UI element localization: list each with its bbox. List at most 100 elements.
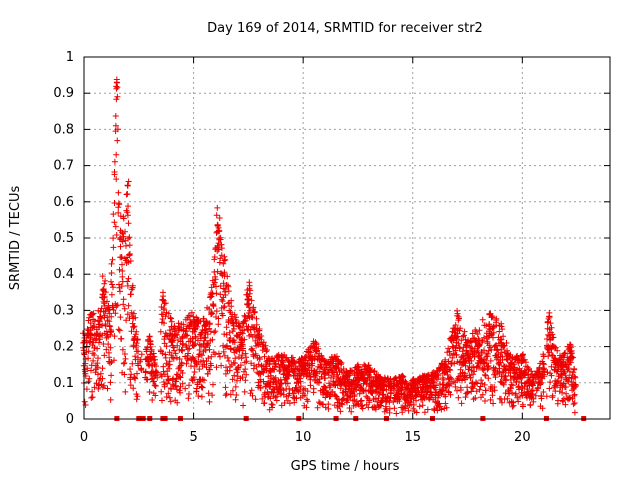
data-point xyxy=(474,331,481,337)
data-point xyxy=(172,325,179,332)
data-point xyxy=(113,76,120,83)
y-tick-label: 0.5 xyxy=(53,231,74,246)
data-point xyxy=(440,376,447,383)
data-point xyxy=(354,400,361,407)
data-point xyxy=(518,379,525,386)
data-point xyxy=(174,342,181,349)
data-point xyxy=(211,254,218,260)
data-point xyxy=(353,386,360,393)
data-point xyxy=(208,353,215,360)
data-point xyxy=(513,379,520,385)
data-point xyxy=(243,358,250,365)
data-point xyxy=(185,395,192,402)
data-point xyxy=(226,329,233,336)
data-point xyxy=(201,323,208,330)
data-point xyxy=(351,393,358,400)
data-point xyxy=(101,352,108,359)
data-point xyxy=(299,361,306,368)
data-point xyxy=(87,332,94,339)
data-point xyxy=(488,346,495,353)
data-point xyxy=(174,332,181,338)
data-point xyxy=(96,339,102,346)
data-point xyxy=(90,310,97,317)
data-point xyxy=(130,310,137,317)
data-point xyxy=(124,278,131,285)
data-point xyxy=(270,357,277,364)
data-point xyxy=(458,400,465,407)
data-point xyxy=(227,391,234,398)
data-point xyxy=(167,336,174,343)
data-point xyxy=(133,344,139,351)
data-point xyxy=(544,319,551,326)
data-point xyxy=(113,151,120,158)
data-point xyxy=(213,290,220,297)
data-point xyxy=(179,333,186,340)
data-point xyxy=(278,381,285,387)
data-point xyxy=(125,220,132,227)
data-point xyxy=(476,342,483,349)
data-point xyxy=(238,336,245,342)
data-point xyxy=(307,376,314,383)
data-point xyxy=(108,270,115,276)
data-point xyxy=(271,366,278,373)
data-point xyxy=(472,395,479,401)
data-point xyxy=(467,375,474,381)
data-point xyxy=(147,343,154,350)
data-point xyxy=(95,332,102,339)
data-point xyxy=(438,388,445,395)
data-point xyxy=(470,385,477,392)
data-point xyxy=(215,350,222,357)
data-point xyxy=(507,367,514,374)
data-point xyxy=(333,356,340,362)
data-point xyxy=(286,369,293,376)
data-point xyxy=(210,303,217,310)
data-point xyxy=(111,171,118,178)
data-point xyxy=(568,347,575,354)
data-point xyxy=(186,391,192,397)
data-point xyxy=(463,342,470,349)
data-point xyxy=(178,359,185,366)
data-point xyxy=(132,375,139,382)
data-point xyxy=(191,318,198,325)
data-point xyxy=(110,235,117,242)
data-point xyxy=(479,316,486,323)
data-point xyxy=(496,365,503,372)
data-point xyxy=(552,344,559,351)
data-point xyxy=(134,370,140,377)
data-point xyxy=(438,406,445,413)
data-point xyxy=(357,398,364,405)
data-point xyxy=(277,367,284,374)
data-point xyxy=(393,410,400,417)
data-point xyxy=(451,360,458,367)
data-point xyxy=(245,293,252,300)
data-point xyxy=(452,347,459,354)
data-point xyxy=(228,297,235,304)
data-point xyxy=(202,334,209,341)
data-point xyxy=(514,394,521,401)
data-point xyxy=(382,403,389,410)
data-point xyxy=(200,318,207,325)
data-point xyxy=(442,400,449,407)
data-point xyxy=(229,387,236,394)
data-point xyxy=(121,359,128,366)
data-point xyxy=(108,278,114,285)
data-point xyxy=(221,303,228,310)
data-point xyxy=(117,234,124,241)
data-point xyxy=(117,254,124,261)
data-point xyxy=(132,314,139,321)
data-point xyxy=(101,300,108,307)
data-point xyxy=(127,376,134,383)
data-point xyxy=(321,371,328,378)
data-point xyxy=(114,126,121,133)
data-point xyxy=(446,366,453,373)
data-point xyxy=(333,353,340,360)
data-point xyxy=(94,345,101,352)
data-point xyxy=(424,388,431,395)
data-point xyxy=(459,377,465,384)
data-point xyxy=(250,304,257,311)
data-point xyxy=(106,354,113,361)
data-point xyxy=(499,369,506,376)
data-point xyxy=(509,403,516,410)
data-point xyxy=(571,381,578,388)
data-point xyxy=(520,403,526,410)
